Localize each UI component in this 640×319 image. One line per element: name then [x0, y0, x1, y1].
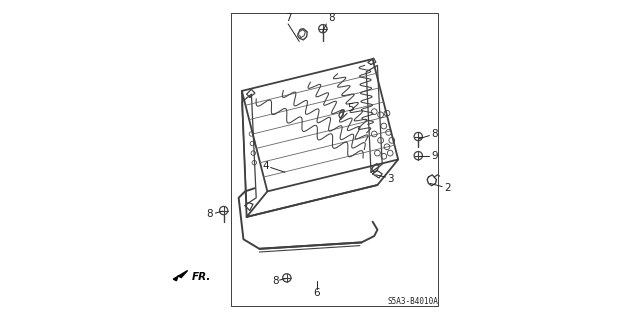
Text: 3: 3 — [387, 174, 394, 184]
Text: 5: 5 — [347, 103, 354, 114]
Text: FR.: FR. — [192, 272, 211, 282]
Text: 4: 4 — [262, 161, 269, 171]
Text: 8: 8 — [207, 209, 213, 219]
Text: S5A3-B4010A: S5A3-B4010A — [387, 297, 438, 306]
Text: 6: 6 — [314, 288, 320, 299]
Polygon shape — [173, 271, 188, 281]
Text: 8: 8 — [328, 12, 335, 23]
Text: 9: 9 — [431, 151, 438, 161]
Text: 7: 7 — [285, 12, 291, 23]
Text: 2: 2 — [444, 183, 451, 193]
Text: 8: 8 — [272, 276, 278, 286]
Text: 8: 8 — [431, 129, 438, 139]
